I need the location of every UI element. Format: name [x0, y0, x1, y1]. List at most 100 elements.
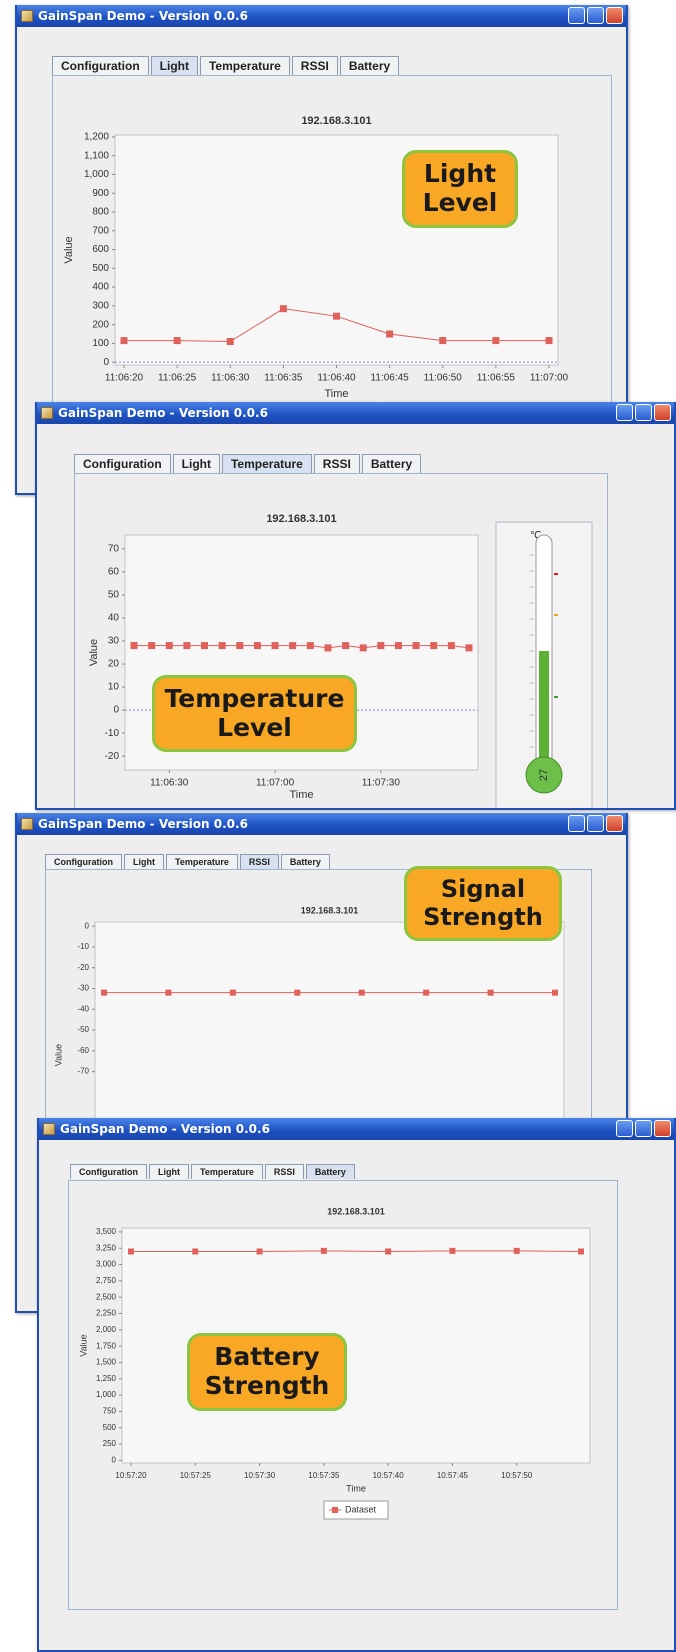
y-tick-label: 600 — [92, 244, 109, 255]
x-tick-label: 11:06:30 — [211, 373, 250, 384]
y-tick-label: -10 — [77, 942, 89, 951]
y-tick-label: 1,500 — [96, 1358, 117, 1367]
callout: Light Level — [402, 150, 518, 228]
y-tick-label: 800 — [92, 207, 109, 218]
data-point — [219, 642, 226, 649]
y-tick-label: 750 — [103, 1407, 117, 1416]
y-tick-label: 2,000 — [96, 1325, 117, 1334]
y-tick-label: 0 — [103, 357, 109, 368]
chart-title: 192.168.3.101 — [301, 905, 359, 915]
gauge-value: 27 — [538, 769, 550, 781]
x-axis-label: Time — [289, 789, 313, 801]
x-tick-label: 11:06:50 — [424, 373, 463, 384]
x-axis-label: Time — [346, 1483, 366, 1493]
data-point — [342, 642, 349, 649]
y-tick-label: 400 — [92, 282, 109, 293]
data-point — [448, 642, 455, 649]
page: GainSpan Demo - Version 0.0.6Configurati… — [0, 0, 676, 1652]
y-tick-label: -10 — [105, 728, 120, 739]
chart-title: 192.168.3.101 — [266, 513, 336, 525]
y-tick-label: -70 — [77, 1067, 89, 1076]
x-tick-label: 10:57:20 — [115, 1471, 147, 1480]
x-tick-label: 10:57:25 — [180, 1471, 212, 1480]
gauge-fill — [539, 651, 549, 770]
chart: 192.168.3.10102505007501,0001,2501,5001,… — [39, 1118, 676, 1652]
data-point — [423, 990, 429, 996]
y-tick-label: 1,100 — [84, 150, 109, 161]
x-tick-label: 10:57:30 — [244, 1471, 276, 1480]
y-tick-label: -20 — [77, 963, 89, 972]
data-point — [227, 338, 234, 345]
x-tick-label: 11:07:30 — [362, 778, 401, 789]
data-point — [101, 990, 107, 996]
y-tick-label: 70 — [108, 543, 120, 554]
y-tick-label: 2,750 — [96, 1276, 117, 1285]
y-tick-label: 2,250 — [96, 1309, 117, 1318]
y-tick-label: 700 — [92, 225, 109, 236]
app-window: GainSpan Demo - Version 0.0.6Configurati… — [37, 1118, 676, 1652]
x-tick-label: 11:06:45 — [371, 373, 410, 384]
x-tick-label: 11:06:35 — [264, 373, 303, 384]
x-tick-label: 11:06:20 — [105, 373, 144, 384]
data-point — [121, 337, 128, 344]
data-point — [333, 313, 340, 320]
data-point — [386, 331, 393, 338]
data-point — [449, 1248, 455, 1254]
data-point — [488, 990, 494, 996]
y-tick-label: 500 — [92, 263, 109, 274]
data-point — [148, 642, 155, 649]
data-point — [128, 1249, 134, 1255]
x-tick-label: 11:06:25 — [158, 373, 197, 384]
data-point — [183, 642, 190, 649]
data-point — [439, 337, 446, 344]
chart-title: 192.168.3.101 — [327, 1206, 385, 1216]
data-point — [257, 1249, 263, 1255]
data-point — [307, 642, 314, 649]
app-window: GainSpan Demo - Version 0.0.6Configurati… — [35, 402, 676, 810]
y-tick-label: 40 — [108, 613, 120, 624]
data-point — [166, 642, 173, 649]
y-axis-label: Value — [63, 236, 75, 263]
callout: Temperature Level — [152, 675, 357, 752]
x-tick-label: 10:57:50 — [501, 1471, 533, 1480]
data-point — [321, 1248, 327, 1254]
data-point — [324, 644, 331, 651]
data-point — [552, 990, 558, 996]
y-tick-label: 200 — [92, 319, 109, 330]
x-tick-label: 11:07:00 — [530, 373, 569, 384]
callout: Battery Strength — [187, 1333, 347, 1411]
data-point — [492, 337, 499, 344]
x-tick-label: 11:06:55 — [477, 373, 516, 384]
x-tick-label: 11:06:30 — [150, 778, 189, 789]
y-tick-label: 2,500 — [96, 1292, 117, 1301]
y-tick-label: 0 — [85, 921, 90, 930]
data-point — [430, 642, 437, 649]
x-tick-label: 10:57:40 — [373, 1471, 405, 1480]
callout: Signal Strength — [404, 866, 562, 941]
data-point — [165, 990, 171, 996]
y-axis-label: Value — [53, 1044, 63, 1066]
legend-label: Dataset — [345, 1504, 377, 1514]
data-point — [377, 642, 384, 649]
chart: 192.168.3.101-20-1001020304050607011:06:… — [37, 402, 676, 810]
y-axis-label: Value — [88, 639, 100, 666]
y-tick-label: 100 — [92, 338, 109, 349]
data-point — [201, 642, 208, 649]
data-point — [230, 990, 236, 996]
chart-title: 192.168.3.101 — [301, 115, 371, 127]
y-tick-label: 3,500 — [96, 1227, 117, 1236]
y-tick-label: -30 — [77, 984, 89, 993]
legend-marker — [332, 1507, 338, 1513]
y-tick-label: 1,250 — [96, 1374, 117, 1383]
data-point — [514, 1248, 520, 1254]
x-tick-label: 11:06:40 — [317, 373, 356, 384]
x-tick-label: 10:57:45 — [437, 1471, 469, 1480]
y-tick-label: 500 — [103, 1423, 117, 1432]
y-axis-label: Value — [78, 1334, 88, 1356]
data-point — [280, 305, 287, 312]
data-point — [578, 1249, 584, 1255]
x-axis-label: Time — [324, 388, 348, 400]
data-point — [385, 1249, 391, 1255]
data-point — [131, 642, 138, 649]
y-tick-label: 1,000 — [84, 169, 109, 180]
